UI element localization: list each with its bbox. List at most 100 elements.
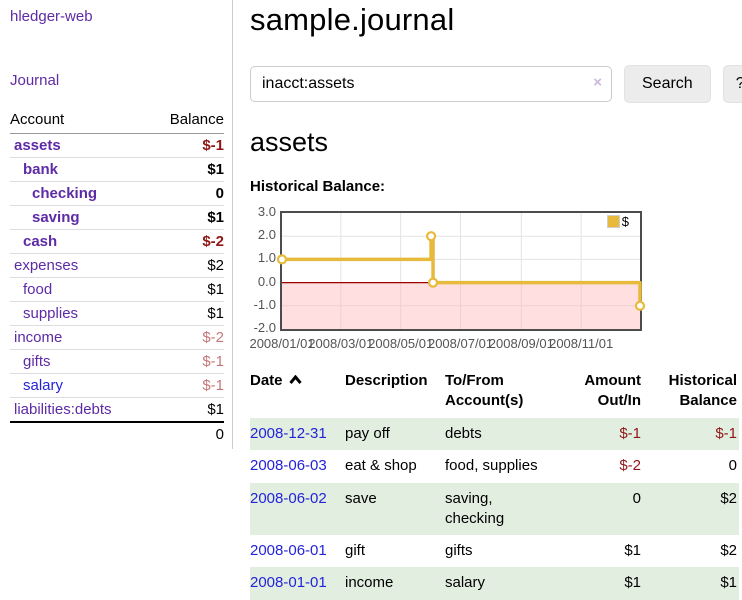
sidebar-account-bank[interactable]: bank	[23, 161, 59, 178]
x-axis-tick: 2008/07/01	[427, 336, 494, 351]
register-tofrom: saving, checking	[445, 489, 505, 527]
account-row: liabilities:debts $1	[10, 397, 224, 422]
account-balance: $1	[149, 157, 224, 182]
account-balance: $1	[149, 205, 224, 230]
chart-plot-area[interactable]	[276, 211, 646, 331]
accounts-total-value: 0	[149, 421, 224, 449]
chart-legend: $	[606, 214, 629, 229]
register-tofrom: gifts	[445, 542, 473, 559]
legend-swatch	[606, 215, 620, 228]
search-button[interactable]: Search	[624, 65, 711, 103]
account-row: assets $-1	[10, 134, 224, 158]
sidebar-account-checking[interactable]: checking	[32, 185, 98, 202]
register-balance: 0	[728, 457, 737, 475]
transaction-date-link[interactable]: 2008-12-31	[250, 425, 327, 442]
register-date: 2008-01-01	[250, 567, 345, 599]
app-brand-link[interactable]: hledger-web	[10, 8, 93, 25]
search-box: ×	[250, 66, 612, 102]
x-axis-tick: 2008/01/01	[249, 336, 315, 351]
x-axis-tick: 2008/09/01	[488, 336, 554, 351]
account-row: expenses $2	[10, 253, 224, 278]
x-axis-tick: 2008/11/01	[549, 336, 614, 351]
y-axis-tick: -2.0	[253, 320, 276, 335]
x-axis-tick: 2008/05/01	[368, 336, 434, 351]
register-balance: $2	[720, 542, 737, 559]
y-axis-tick: 0.0	[257, 273, 276, 289]
sidebar-account-cash[interactable]: cash	[23, 233, 58, 250]
sidebar-account-supplies[interactable]: supplies	[23, 305, 79, 322]
register-col-amount: Amount Out/In	[584, 372, 641, 409]
register-amount: $1	[624, 542, 641, 559]
account-row: salary $-1	[10, 373, 224, 398]
register-row: 2008-01-01 income salary $1 $1	[250, 567, 739, 600]
account-balance: $1	[149, 301, 224, 326]
account-balance: $2	[149, 253, 224, 278]
transaction-date-link[interactable]: 2008-06-02	[250, 489, 327, 507]
sidebar-account-expenses[interactable]: expenses	[14, 257, 79, 274]
account-balance: 0	[149, 181, 224, 206]
account-row: checking 0	[10, 181, 224, 206]
register-row: 2008-06-02 save saving, checking 0 $2	[250, 482, 739, 536]
register-col-description: Description	[345, 372, 428, 389]
chart-title: Historical Balance:	[250, 178, 386, 195]
register-description: eat & shop	[345, 457, 417, 475]
register-date: 2008-06-02	[250, 483, 345, 536]
register-amount: 0	[632, 489, 641, 507]
sidebar-account-assets[interactable]: assets	[14, 137, 61, 154]
sidebar-item-journal[interactable]: Journal	[10, 72, 60, 89]
account-row: bank $1	[10, 157, 224, 182]
account-row: supplies $1	[10, 301, 224, 326]
account-balance: $1	[149, 277, 224, 302]
register-balance: $1	[720, 574, 737, 592]
account-row: income $-2	[10, 325, 224, 350]
y-axis-tick: 1.0	[257, 250, 276, 266]
search-input[interactable]	[250, 66, 612, 102]
register-description: gift	[345, 542, 366, 559]
legend-label: $	[621, 214, 629, 229]
y-axis-tick: 2.0	[257, 227, 276, 243]
y-axis-tick: -1.0	[253, 296, 276, 312]
account-heading: assets	[250, 127, 329, 157]
register-body: 2008-12-31 pay off debts $-1 $-1 2008-06-03 ea…	[250, 418, 739, 600]
account-balance: $-1	[202, 137, 224, 154]
sidebar-account-gifts[interactable]: gifts	[23, 353, 51, 370]
register-description: income	[345, 574, 394, 592]
register-balance: $2	[720, 489, 737, 507]
page-title: sample.journal	[250, 2, 455, 37]
register-balance: $-1	[715, 425, 737, 442]
accounts-body: assets $-1 bank $1 checking 0 saving $1 cash $-2 e…	[10, 134, 224, 422]
register-date: 2008-06-01	[250, 535, 345, 567]
sidebar-account-saving[interactable]: saving	[32, 209, 80, 226]
register-amount: $-2	[619, 457, 641, 475]
accounts-table: Account Balance assets $-1 bank $1 checking 0…	[10, 107, 224, 449]
transaction-date-link[interactable]: 2008-01-01	[250, 574, 327, 592]
account-row: cash $-2	[10, 229, 224, 254]
register-table: Date Description To/From Account(s) Amou…	[250, 369, 739, 600]
sidebar-account-income[interactable]: income	[14, 329, 63, 346]
x-axis-tick: 2008/03/01	[308, 336, 374, 351]
register-col-date[interactable]: Date	[250, 369, 345, 418]
historical-balance-chart: 3.0 2.0 1.0 0.0 -1.0 -2.0 2008/01/01 2008/03/01…	[249, 204, 646, 353]
sidebar-account-food[interactable]: food	[23, 281, 53, 298]
register-description: save	[345, 489, 377, 507]
register-col-tofrom: To/From Account(s)	[445, 372, 524, 409]
register-header-row: Date Description To/From Account(s) Amou…	[250, 369, 739, 418]
account-balance: $-2	[149, 325, 224, 350]
clear-search-icon[interactable]: ×	[593, 74, 602, 91]
register-date: 2008-12-31	[250, 418, 345, 450]
register-amount: $1	[624, 574, 641, 592]
account-row: gifts $-1	[10, 349, 224, 374]
search-form: × Search ?	[250, 65, 742, 103]
register-tofrom: food, supplies	[445, 457, 538, 475]
register-description: pay off	[345, 425, 390, 442]
account-row: food $1	[10, 277, 224, 302]
register-col-date-label: Date	[250, 372, 283, 389]
sidebar-account-salary[interactable]: salary	[23, 377, 64, 394]
transaction-date-link[interactable]: 2008-06-03	[250, 457, 327, 475]
help-button[interactable]: ?	[722, 65, 742, 103]
sidebar-account-liabilities-debts[interactable]: liabilities:debts	[14, 401, 112, 418]
register-tofrom: salary	[445, 574, 486, 592]
account-balance: $1	[149, 397, 224, 422]
transaction-date-link[interactable]: 2008-06-01	[250, 542, 327, 559]
sort-ascending-icon	[288, 371, 302, 391]
